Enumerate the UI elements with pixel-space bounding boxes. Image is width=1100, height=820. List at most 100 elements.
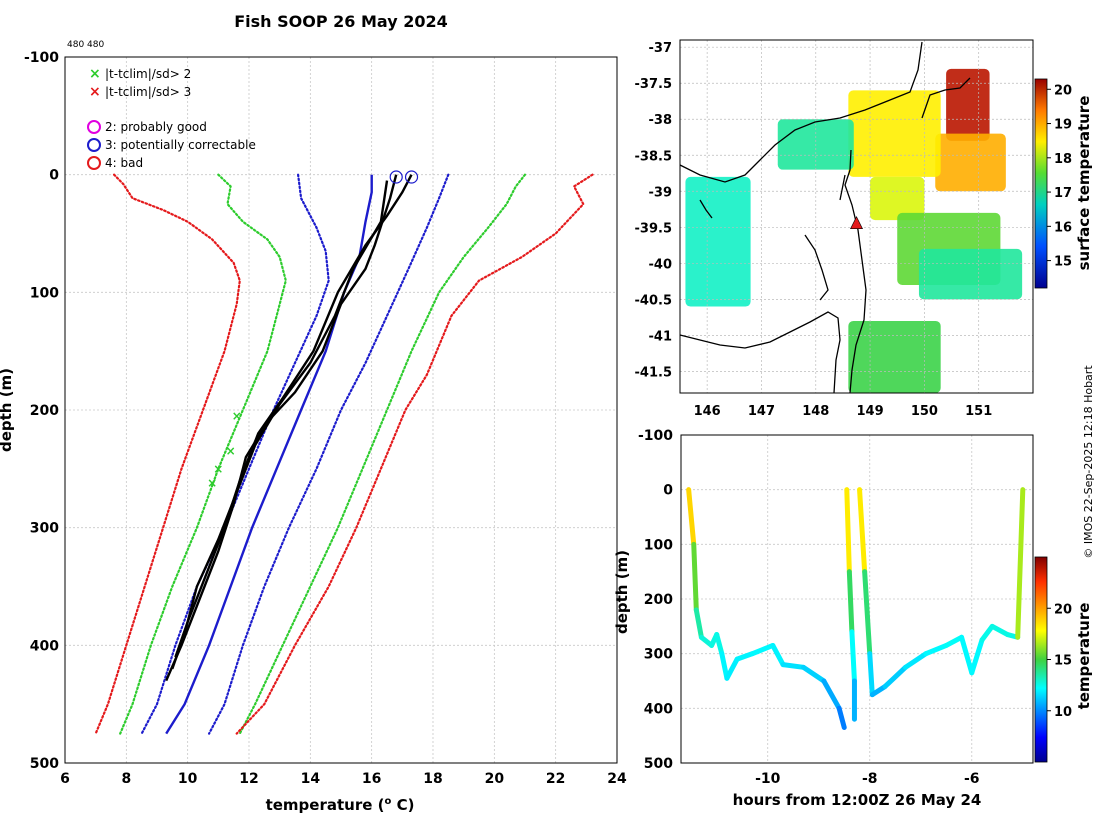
legend-x-green-icon: × bbox=[89, 66, 101, 82]
credit-text: © IMOS 22-Sep-2025 12:18 Hobart bbox=[1082, 365, 1095, 559]
section-ytick-label: 400 bbox=[644, 701, 673, 717]
map-sst-patch bbox=[918, 248, 1023, 300]
map-xtick-label: 151 bbox=[965, 404, 992, 419]
flinders-island bbox=[804, 234, 829, 301]
map-cbar-tick-label: 18 bbox=[1054, 152, 1072, 167]
section-xtick-label: -8 bbox=[862, 771, 878, 787]
profile-series-clim-1sd-high bbox=[208, 173, 450, 735]
ship-triangle-icon bbox=[850, 216, 863, 230]
map-colorbar-ticks: 15 16 17 18 19 20 bbox=[1047, 83, 1072, 270]
profile-flag-marker: × bbox=[207, 476, 217, 490]
section-track-drop-1 bbox=[724, 656, 740, 681]
profile-xtick-label: 14 bbox=[301, 771, 321, 787]
map-colorbar bbox=[1034, 78, 1048, 289]
section-track-drop-1 bbox=[719, 651, 730, 681]
section-ylabel: depth (m) bbox=[613, 550, 631, 634]
section-ytick-label: 200 bbox=[644, 592, 673, 608]
legend-label-flag3: 3: potentially correctable bbox=[105, 138, 256, 152]
map-xtick-label: 149 bbox=[857, 404, 884, 419]
map-sst-patch bbox=[848, 320, 941, 393]
section-track-drop-3 bbox=[969, 637, 985, 676]
section-track-drop-1 bbox=[821, 678, 842, 711]
corner-label: 480 480 bbox=[67, 40, 104, 50]
profile-xtick-label: 16 bbox=[362, 771, 381, 787]
section-track-drop-1 bbox=[734, 651, 755, 662]
map-ytick-label: -37 bbox=[649, 41, 673, 56]
legend-label-x-green: |t-tclim|/sd> 2 bbox=[105, 67, 191, 81]
section-track-drop-3 bbox=[959, 634, 975, 676]
mainland-coast bbox=[679, 41, 923, 183]
profile-xtick-label: 20 bbox=[485, 771, 505, 787]
section-track-drop-2 bbox=[844, 487, 852, 575]
profile-ytick-label: 100 bbox=[30, 285, 59, 301]
map-coastline bbox=[679, 41, 971, 394]
profile-series-clim-mean bbox=[165, 174, 373, 735]
section-track-drop-3 bbox=[1015, 487, 1026, 640]
map-cbar-tick-label: 19 bbox=[1054, 118, 1072, 133]
section-xtick-label: -6 bbox=[964, 771, 980, 787]
map-sst-patch bbox=[685, 176, 751, 307]
map-sst-patch bbox=[870, 176, 925, 221]
profile-series-xbt-2 bbox=[174, 174, 413, 658]
profile-series-clim-3sd-low bbox=[94, 173, 241, 735]
vic-nsw-border bbox=[921, 77, 971, 119]
profile-flag-marker: × bbox=[226, 444, 236, 458]
profile-ytick-label: -100 bbox=[24, 50, 59, 66]
profile-flag-marker bbox=[389, 170, 403, 184]
map-ytick-label: -39.5 bbox=[635, 221, 672, 236]
profile-ytick-label: 400 bbox=[30, 638, 59, 654]
section-track-drop-3 bbox=[882, 664, 908, 689]
profile-series-clim-3sd-high bbox=[235, 173, 594, 735]
section-colorbar-label: temperature bbox=[1075, 603, 1093, 710]
section-track-drop-3 bbox=[923, 642, 949, 657]
map-ytick-label: -41.5 bbox=[635, 365, 672, 380]
profile-series-clim-1sd-low bbox=[140, 173, 330, 735]
east-coast bbox=[844, 149, 867, 394]
profile-xtick-label: 22 bbox=[546, 771, 565, 787]
legend-label-flag4: 4: bad bbox=[105, 156, 143, 170]
profile-ylabel: depth (m) bbox=[0, 368, 15, 452]
profile-xtick-label: 10 bbox=[178, 771, 198, 787]
section-cbar-tick-label: 10 bbox=[1054, 705, 1072, 720]
map-cbar-tick-label: 20 bbox=[1054, 83, 1072, 98]
profile-flag-marker bbox=[404, 170, 419, 184]
page-title: Fish SOOP 26 May 2024 bbox=[234, 12, 448, 31]
section-xlabel: hours from 12:00Z 26 May 24 bbox=[733, 791, 982, 809]
legend-flag4-icon bbox=[87, 156, 101, 170]
tasmania-north-coast bbox=[679, 311, 841, 394]
profile-flag-marker: × bbox=[213, 462, 223, 476]
profile-ytick-label: 200 bbox=[30, 403, 59, 419]
section-ytick-label: 500 bbox=[644, 756, 673, 772]
section-track-drop-3 bbox=[989, 623, 1010, 638]
flinders-strait bbox=[839, 174, 846, 201]
profile-series-xbt-3 bbox=[171, 180, 389, 670]
section-track-drop-1 bbox=[749, 642, 776, 657]
section-xtick-label: -10 bbox=[755, 771, 781, 787]
profile-ticks: 6 8 10 12 14 16 18 20 22 24 -100 0 100 200 300 400 500 bbox=[24, 50, 627, 787]
map-sst-patch bbox=[946, 68, 990, 141]
section-track-drop-2 bbox=[849, 629, 857, 684]
section-colorbar bbox=[1034, 556, 1048, 763]
map-sst-patches bbox=[685, 68, 1023, 393]
map-cbar-tick-label: 15 bbox=[1054, 255, 1072, 270]
section-track-drop-1 bbox=[693, 607, 704, 640]
map-ytick-label: -38.5 bbox=[635, 149, 672, 164]
section-track-drop-1 bbox=[691, 541, 699, 613]
profile-ytick-label: 0 bbox=[49, 168, 59, 184]
map-ytick-label: -41 bbox=[649, 329, 673, 344]
map-xtick-label: 146 bbox=[694, 404, 721, 419]
profile-ytick-label: 500 bbox=[30, 756, 59, 772]
section-ytick-label: -100 bbox=[638, 428, 673, 444]
section-track-drop-1 bbox=[836, 705, 847, 730]
section-grid bbox=[681, 434, 1033, 764]
map-ytick-label: -39 bbox=[649, 185, 673, 200]
profile-series-clim-2sd-low bbox=[119, 173, 287, 735]
map-ytick-label: -40.5 bbox=[635, 293, 672, 308]
section-cbar-tick-label: 15 bbox=[1054, 654, 1072, 669]
section-ytick-label: 300 bbox=[644, 647, 673, 663]
legend-label-flag2: 2: probably good bbox=[105, 120, 207, 134]
section-track-drop-3 bbox=[862, 569, 873, 657]
ship-position bbox=[850, 216, 863, 230]
section-colorbar-ticks: 10 15 20 bbox=[1047, 602, 1072, 720]
